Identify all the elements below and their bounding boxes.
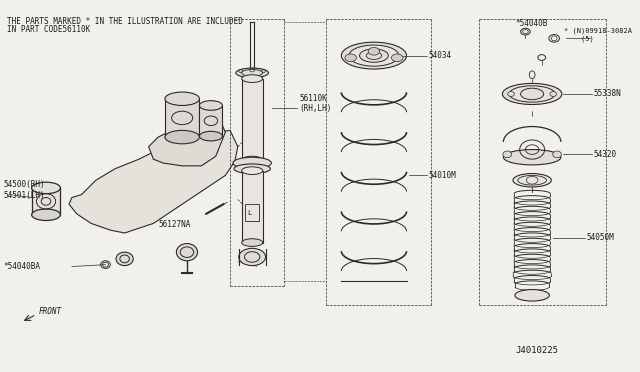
Text: 54320: 54320 — [593, 150, 616, 159]
Bar — [242, 171, 262, 243]
Bar — [242, 78, 262, 160]
Bar — [165, 99, 200, 137]
Ellipse shape — [236, 68, 268, 78]
Ellipse shape — [242, 75, 262, 83]
Ellipse shape — [234, 164, 270, 173]
Ellipse shape — [368, 48, 380, 55]
Ellipse shape — [520, 88, 543, 100]
Text: 55338N: 55338N — [593, 89, 621, 99]
Ellipse shape — [200, 131, 223, 141]
Ellipse shape — [177, 244, 198, 261]
Text: 54034: 54034 — [429, 51, 452, 60]
Ellipse shape — [31, 182, 60, 194]
Ellipse shape — [116, 252, 133, 266]
Ellipse shape — [513, 173, 551, 187]
Text: IN PART CODE56110K: IN PART CODE56110K — [6, 25, 90, 34]
Text: J4010225: J4010225 — [515, 346, 559, 355]
Polygon shape — [69, 131, 238, 233]
Ellipse shape — [360, 49, 388, 62]
Ellipse shape — [550, 92, 557, 96]
Text: * (N)09918-3082A
    (5): * (N)09918-3082A (5) — [564, 28, 632, 42]
Ellipse shape — [509, 86, 555, 102]
Ellipse shape — [502, 83, 562, 105]
Bar — [31, 188, 60, 215]
Ellipse shape — [503, 151, 511, 158]
Ellipse shape — [349, 45, 399, 66]
Text: *54040BA: *54040BA — [4, 262, 41, 271]
Ellipse shape — [242, 156, 262, 164]
Ellipse shape — [233, 157, 271, 169]
Ellipse shape — [345, 54, 356, 62]
Ellipse shape — [392, 54, 403, 62]
Text: FRONT: FRONT — [38, 307, 61, 316]
Ellipse shape — [239, 248, 266, 266]
Text: 56110K
(RH,LH): 56110K (RH,LH) — [299, 94, 332, 113]
Ellipse shape — [504, 150, 561, 165]
Polygon shape — [148, 118, 225, 166]
Text: 54500(RH)
54501(LH): 54500(RH) 54501(LH) — [4, 180, 45, 199]
Text: 54010M: 54010M — [429, 171, 456, 180]
Ellipse shape — [242, 239, 262, 246]
Ellipse shape — [515, 289, 549, 301]
Text: THE PARTS MARKED * IN THE ILLUSTRATION ARE INCLUDED: THE PARTS MARKED * IN THE ILLUSTRATION A… — [6, 17, 243, 26]
Ellipse shape — [242, 167, 262, 174]
Bar — [246, 204, 259, 221]
Ellipse shape — [553, 151, 561, 158]
Text: 56127NA: 56127NA — [158, 220, 191, 229]
Ellipse shape — [165, 131, 200, 144]
Text: 54050M: 54050M — [587, 233, 614, 242]
Text: *54040B: *54040B — [516, 19, 548, 29]
Text: L: L — [248, 210, 252, 216]
Ellipse shape — [200, 101, 223, 110]
Ellipse shape — [31, 209, 60, 221]
Ellipse shape — [508, 92, 515, 96]
Bar — [200, 105, 223, 136]
Ellipse shape — [341, 42, 406, 69]
Ellipse shape — [165, 92, 200, 105]
